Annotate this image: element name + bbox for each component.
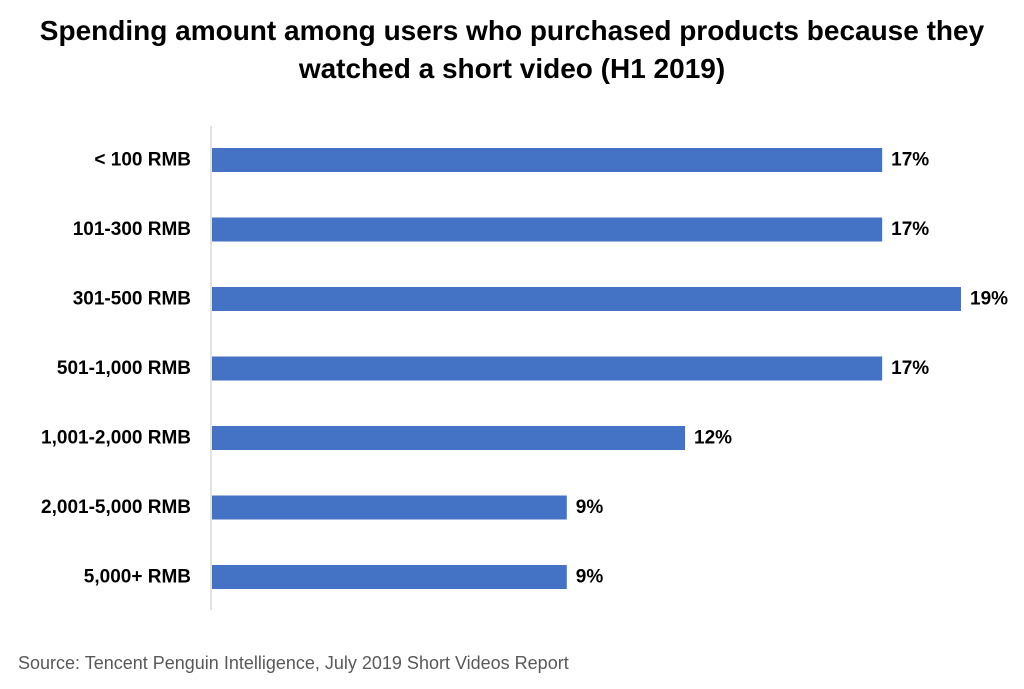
bar xyxy=(212,217,883,242)
source-note: Source: Tencent Penguin Intelligence, Ju… xyxy=(18,653,569,673)
data-label: 19% xyxy=(970,289,1008,310)
bar xyxy=(212,495,567,520)
category-label: 5,000+ RMB xyxy=(84,567,191,588)
category-label: 1,001-2,000 RMB xyxy=(41,428,191,449)
category-label: 301-500 RMB xyxy=(73,289,191,310)
bar xyxy=(212,565,567,589)
category-label: 2,001-5,000 RMB xyxy=(41,497,191,518)
bar xyxy=(212,148,883,172)
chart-title-line-2: watched a short video (H1 2019) xyxy=(298,53,726,84)
data-label: 17% xyxy=(891,150,929,171)
chart-title-line-1: Spending amount among users who purchase… xyxy=(39,15,985,46)
data-label: 9% xyxy=(576,497,604,518)
bar xyxy=(212,356,883,381)
data-label: 17% xyxy=(891,219,929,240)
bar xyxy=(212,426,686,450)
chart-title: Spending amount among users who purchase… xyxy=(0,12,1024,88)
category-label: 501-1,000 RMB xyxy=(57,358,191,379)
data-label: 9% xyxy=(576,567,604,588)
data-label: 12% xyxy=(694,428,732,449)
bar xyxy=(212,287,961,311)
category-label: < 100 RMB xyxy=(94,150,191,171)
data-label: 17% xyxy=(891,358,929,379)
category-label: 101-300 RMB xyxy=(73,219,191,240)
